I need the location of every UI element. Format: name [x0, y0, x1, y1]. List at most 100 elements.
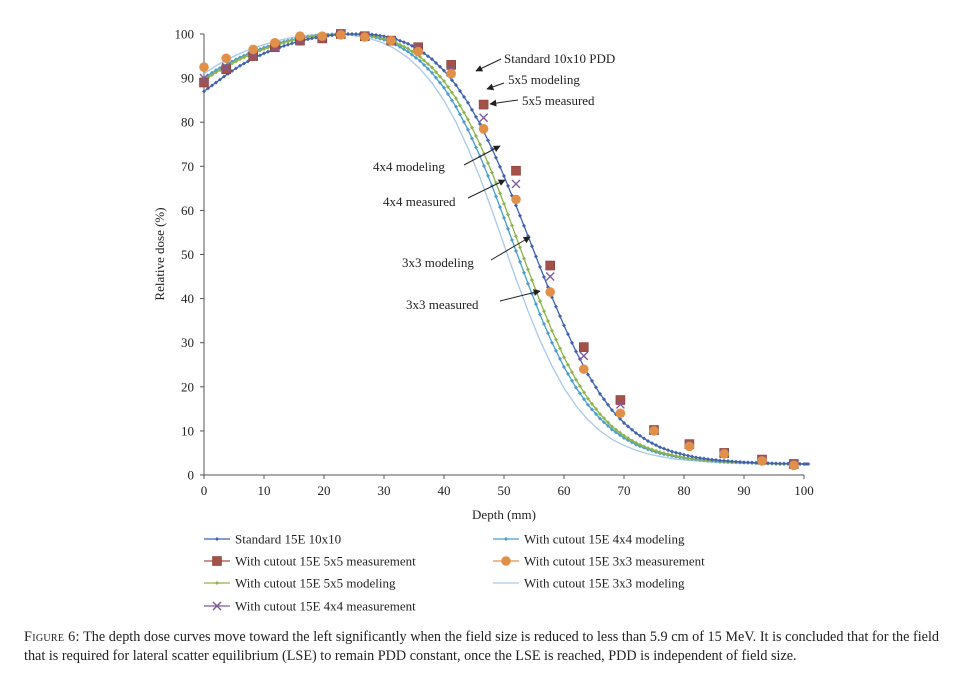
data-point [678, 454, 682, 459]
data-point [258, 48, 262, 53]
data-point [490, 170, 494, 175]
data-point [230, 61, 234, 66]
data-point [286, 39, 290, 44]
data-point [582, 397, 586, 402]
data-point [554, 304, 558, 309]
series-line [203, 33, 810, 465]
data-point [238, 63, 242, 68]
data-point [654, 448, 658, 453]
data-point [686, 455, 690, 460]
data-point [766, 461, 770, 466]
data-point [266, 49, 270, 54]
y-tick-label: 20 [181, 379, 194, 394]
annotation-5x5-modeling: 5x5 modeling [508, 72, 580, 87]
data-point [354, 32, 358, 36]
data-point [610, 424, 614, 429]
data-point [502, 174, 506, 179]
data-point [426, 61, 430, 66]
data-point [422, 58, 426, 63]
data-point [470, 125, 474, 130]
legend-swatch-marker [501, 556, 511, 566]
data-point [506, 183, 510, 188]
data-point [774, 461, 778, 466]
data-point [719, 449, 729, 459]
legend-item: Standard 15E 10x10 [204, 532, 341, 547]
data-point [666, 448, 670, 453]
data-point [426, 54, 430, 59]
data-point [630, 438, 634, 443]
data-point [266, 45, 270, 50]
data-point [210, 73, 214, 78]
data-point [258, 53, 262, 58]
x-tick-label: 0 [201, 483, 208, 498]
data-point [418, 58, 422, 63]
series-with-cutout-15e-4x4-modeling [202, 32, 804, 466]
legend-swatch-marker [215, 581, 219, 585]
data-point [646, 439, 650, 444]
data-point [486, 173, 490, 178]
data-point [502, 215, 506, 220]
data-point [374, 33, 378, 38]
data-point [242, 55, 246, 60]
data-point [402, 40, 406, 45]
data-point [511, 194, 521, 205]
data-point [630, 427, 634, 432]
data-point [314, 35, 318, 40]
data-point [230, 69, 234, 74]
data-point [566, 362, 570, 367]
data-point [430, 70, 434, 75]
series-line [203, 33, 804, 465]
legend-label: Standard 15E 10x10 [235, 532, 341, 547]
data-point [614, 427, 618, 432]
data-point [242, 61, 246, 66]
data-point [746, 460, 750, 465]
data-point [618, 430, 622, 435]
data-point [730, 459, 734, 464]
data-point [734, 459, 738, 464]
annotation-arrow-4x4-measured [467, 179, 506, 199]
data-point [598, 391, 602, 396]
annotation-5x5-measured: 5x5 measured [522, 93, 595, 108]
data-point [518, 213, 522, 218]
legend-item: With cutout 15E 4x4 measurement [204, 599, 416, 614]
data-point [413, 46, 424, 57]
data-point [542, 321, 546, 326]
data-point [218, 77, 222, 82]
y-tick-label: 50 [181, 247, 194, 262]
annotation-3x3-modeling: 3x3 modeling [402, 255, 474, 270]
data-point [602, 416, 606, 421]
data-point [446, 92, 450, 97]
data-point [638, 442, 642, 447]
data-point [594, 411, 598, 416]
data-point [199, 73, 209, 83]
data-point [674, 453, 678, 458]
data-point [248, 44, 258, 55]
data-point [434, 60, 438, 65]
annotation-arrow-5x5-measured [489, 99, 519, 107]
data-point [466, 100, 470, 105]
x-tick-label: 30 [378, 483, 391, 498]
caption-text: The depth dose curves move toward the le… [24, 629, 940, 664]
data-point [554, 337, 558, 342]
data-point [615, 399, 625, 409]
x-tick-label: 10 [258, 483, 271, 498]
data-point [466, 127, 470, 132]
data-point [590, 401, 594, 406]
data-point [462, 120, 466, 125]
data-point [450, 78, 454, 83]
data-point [670, 453, 674, 458]
series-line [203, 33, 804, 465]
data-point [470, 136, 474, 141]
data-point [546, 331, 550, 336]
data-point [518, 259, 522, 264]
data-point [546, 318, 550, 323]
data-point [290, 38, 294, 43]
legend-item: With cutout 15E 4x4 modeling [493, 532, 685, 547]
data-point [262, 51, 266, 56]
data-point [406, 41, 410, 46]
data-point [750, 460, 754, 465]
data-point [336, 30, 346, 40]
data-point [650, 441, 654, 446]
data-point [454, 83, 458, 88]
legend-label: With cutout 15E 3x3 measurement [524, 554, 705, 569]
